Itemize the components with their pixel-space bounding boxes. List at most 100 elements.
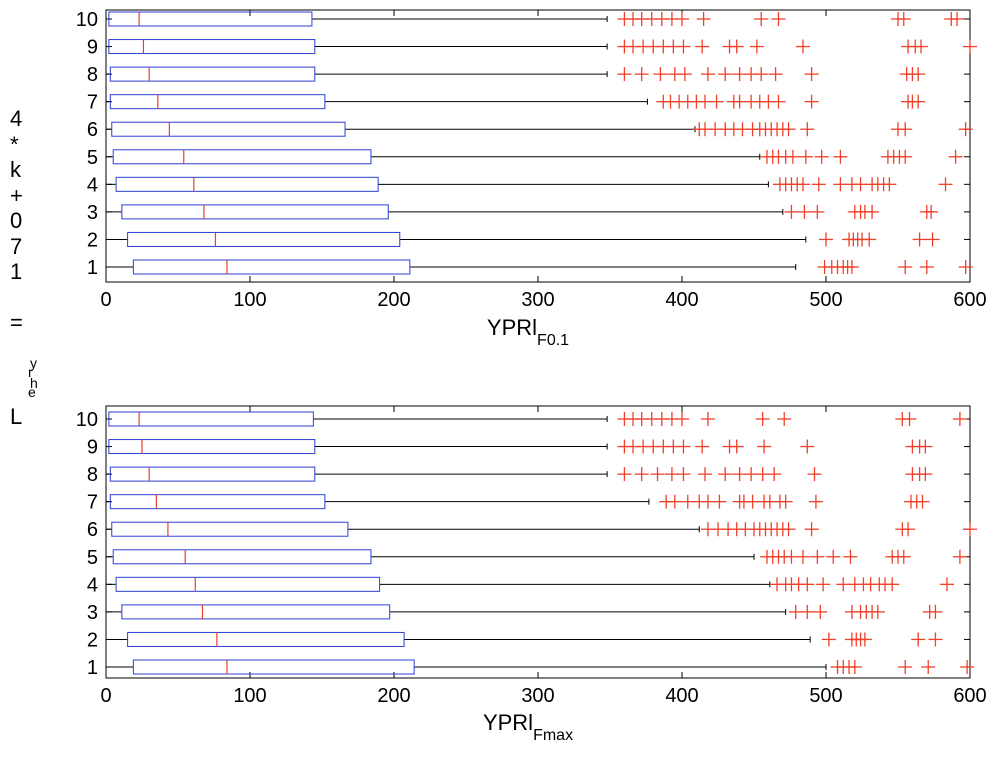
outlier-point bbox=[634, 67, 649, 82]
outlier-point bbox=[729, 439, 744, 454]
y-tick-label: 4 bbox=[87, 174, 98, 196]
x-tick-label: 400 bbox=[665, 685, 698, 707]
x-tick-label: 500 bbox=[809, 685, 842, 707]
outlier-point bbox=[952, 412, 967, 426]
outlier-point bbox=[928, 632, 943, 647]
outlier-point bbox=[778, 494, 793, 509]
y-label-subchar: e bbox=[28, 384, 36, 400]
outlier-point bbox=[700, 412, 715, 426]
outlier-point bbox=[857, 632, 872, 647]
outlier-point bbox=[844, 260, 859, 274]
y-label-char: = bbox=[10, 310, 23, 335]
iqr-box bbox=[108, 411, 314, 427]
outlier-point bbox=[843, 549, 858, 564]
outlier-point bbox=[755, 412, 770, 426]
outlier-point bbox=[938, 177, 953, 192]
outlier-point bbox=[795, 549, 810, 564]
outlier-point bbox=[948, 149, 963, 164]
outlier-point bbox=[810, 204, 825, 219]
x-axis-label: YPRlF0.1 bbox=[487, 315, 569, 349]
outlier-point bbox=[675, 12, 689, 26]
outlier-point bbox=[960, 660, 975, 674]
outlier-point bbox=[676, 439, 691, 454]
iqr-box bbox=[109, 66, 316, 82]
box-7 bbox=[106, 94, 926, 110]
box-1 bbox=[106, 659, 975, 675]
iqr-box bbox=[121, 604, 391, 620]
outlier-point bbox=[700, 67, 715, 82]
box-10 bbox=[106, 411, 967, 427]
outlier-point bbox=[919, 260, 934, 274]
y-label-L: L bbox=[10, 404, 23, 429]
outlier-point bbox=[901, 522, 916, 537]
y-tick-label: 4 bbox=[87, 574, 98, 596]
y-tick-label: 7 bbox=[87, 92, 98, 114]
iqr-box bbox=[108, 439, 316, 455]
outlier-point bbox=[865, 204, 880, 219]
y-tick-label: 9 bbox=[87, 437, 98, 459]
outlier-point bbox=[712, 494, 727, 509]
iqr-box bbox=[115, 576, 381, 592]
y-tick-label: 3 bbox=[87, 602, 98, 624]
outlier-point bbox=[807, 467, 822, 482]
outlier-point bbox=[914, 39, 929, 54]
y-tick-label: 5 bbox=[87, 547, 98, 569]
iqr-box bbox=[111, 521, 349, 537]
outlier-point bbox=[902, 412, 917, 426]
outlier-point bbox=[870, 604, 885, 619]
iqr-box bbox=[112, 149, 372, 165]
outlier-point bbox=[918, 467, 933, 482]
outlier-point bbox=[898, 260, 913, 274]
outlier-point bbox=[798, 149, 813, 164]
iqr-box bbox=[111, 121, 346, 137]
outlier-point bbox=[771, 94, 786, 109]
outlier-point bbox=[963, 39, 977, 54]
y-label-char: * bbox=[10, 131, 19, 157]
outlier-point bbox=[862, 232, 877, 247]
outlier-point bbox=[911, 632, 926, 647]
outlier-point bbox=[939, 577, 954, 592]
outlier-point bbox=[709, 94, 724, 109]
outlier-point bbox=[757, 439, 772, 454]
chart-panel-1: 0 100 200 300 400 500 600 1 2 3 4 5 6 7 8 9 10 YPRlF0.1 bbox=[76, 9, 987, 349]
box-3 bbox=[106, 604, 943, 620]
y-label-char: 0 bbox=[10, 208, 23, 233]
outlier-point bbox=[800, 439, 815, 454]
y-label-subchar: r bbox=[28, 364, 33, 380]
box-9 bbox=[106, 39, 977, 55]
outlier-point bbox=[676, 467, 691, 482]
outlier-point bbox=[767, 467, 782, 482]
outlier-point bbox=[800, 604, 815, 619]
outlier-point bbox=[898, 149, 913, 164]
x-tick-label: 300 bbox=[521, 685, 554, 707]
box-10 bbox=[106, 11, 965, 27]
x-tick-label: 100 bbox=[233, 289, 266, 311]
y-tick-label: 5 bbox=[87, 147, 98, 169]
y-tick-label: 6 bbox=[87, 119, 98, 141]
x-tick-label: 300 bbox=[521, 289, 554, 311]
outlier-point bbox=[896, 12, 911, 26]
outlier-point bbox=[958, 122, 973, 137]
iqr-box bbox=[132, 259, 411, 275]
outlier-point bbox=[653, 67, 668, 82]
outlier-point bbox=[952, 549, 967, 564]
outlier-point bbox=[898, 660, 913, 674]
box-1 bbox=[106, 259, 973, 275]
x-tick-label: 500 bbox=[809, 289, 842, 311]
outlier-point bbox=[768, 67, 783, 82]
box-4 bbox=[106, 176, 953, 192]
outlier-point bbox=[847, 660, 862, 674]
outlier-point bbox=[800, 577, 815, 592]
x-tick-label: 600 bbox=[953, 289, 986, 311]
box-8 bbox=[106, 66, 926, 82]
outlier-point bbox=[912, 232, 927, 247]
outlier-point bbox=[804, 522, 819, 537]
outlier-point bbox=[810, 549, 825, 564]
outlier-point bbox=[885, 577, 900, 592]
outlier-point bbox=[718, 467, 733, 482]
y-tick-label: 8 bbox=[87, 64, 98, 86]
outlier-point bbox=[695, 39, 710, 54]
y-tick-label: 6 bbox=[87, 519, 98, 541]
outlier-point bbox=[795, 177, 810, 192]
y-tick-label: 7 bbox=[87, 492, 98, 514]
